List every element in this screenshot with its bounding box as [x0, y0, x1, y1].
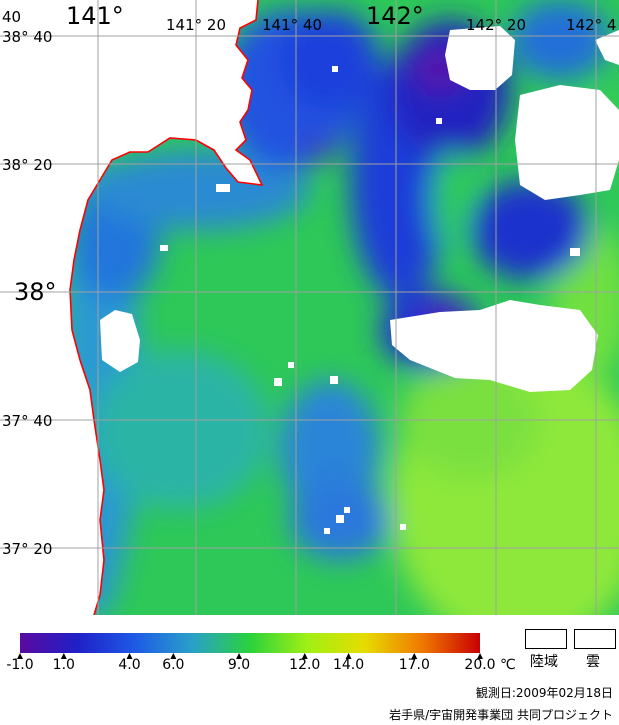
corner-label: 40 [2, 8, 21, 26]
lon-label-142-40: 142° 4 [566, 16, 616, 34]
cloud-areas [100, 26, 619, 534]
colorbar-tick-label: 20.0 [464, 657, 496, 673]
colorbar-tick-label: 14.0 [332, 657, 365, 673]
lat-label-37-40: 37° 40 [2, 412, 52, 430]
credit-text: 岩手県/宇宙開発事業団 共同プロジェクト [389, 708, 613, 722]
colorbar-tick-mark [170, 653, 177, 659]
colorbar-tick-label: 6.0 [162, 657, 185, 673]
lat-label-38-40: 38° 40 [2, 28, 52, 46]
colorbar-tick-label: 17.0 [398, 657, 430, 673]
colorbar-tick-mark [411, 653, 418, 659]
lon-label-141: 141° [66, 2, 124, 30]
lat-label-37-20: 37° 20 [2, 540, 52, 558]
sea-surface-temperature-map: 40 141° 141° 20 141° 40 142° 142° 20 142… [0, 0, 619, 615]
colorbar-tick-mark [301, 653, 308, 659]
colorbar-tick-label: 4.0 [118, 657, 141, 673]
colorbar-tick-label: -1.0 [6, 657, 34, 673]
colorbar-tick-mark [126, 653, 133, 659]
lon-label-141-40: 141° 40 [262, 16, 322, 34]
colorbar-tick-label: 12.0 [289, 657, 321, 673]
colorbar-tick-mark [60, 653, 67, 659]
lat-label-38-20: 38° 20 [2, 156, 52, 174]
observation-date: 観測日:2009年02月18日 [475, 686, 613, 700]
lon-label-142: 142° [366, 2, 424, 30]
colorbar-ticks [17, 653, 483, 659]
colorbar-unit: ℃ [500, 657, 516, 673]
colorbar-tick-label: 9.0 [227, 657, 251, 673]
colorbar-gradient [20, 633, 480, 653]
land-area [0, 0, 262, 615]
cloud-key-label: 雲 [586, 654, 600, 670]
land-key-label: 陸域 [530, 654, 558, 670]
colorbar-tick-label: 1.0 [52, 657, 75, 673]
colorbar-tick-mark [345, 653, 352, 659]
cloud-key-swatch [574, 629, 616, 649]
colorbar-tick-mark [477, 653, 483, 659]
lon-label-142-20: 142° 20 [466, 16, 526, 34]
colorbar-tick-mark [236, 653, 243, 659]
land-key-swatch [525, 629, 567, 649]
lat-label-38: 38° [14, 278, 57, 306]
lon-label-141-20: 141° 20 [166, 16, 226, 34]
temperature-colorbar [17, 633, 483, 659]
colorbar-tick-mark [17, 653, 23, 659]
coastline [69, 0, 264, 615]
lat-lon-grid [0, 0, 619, 615]
